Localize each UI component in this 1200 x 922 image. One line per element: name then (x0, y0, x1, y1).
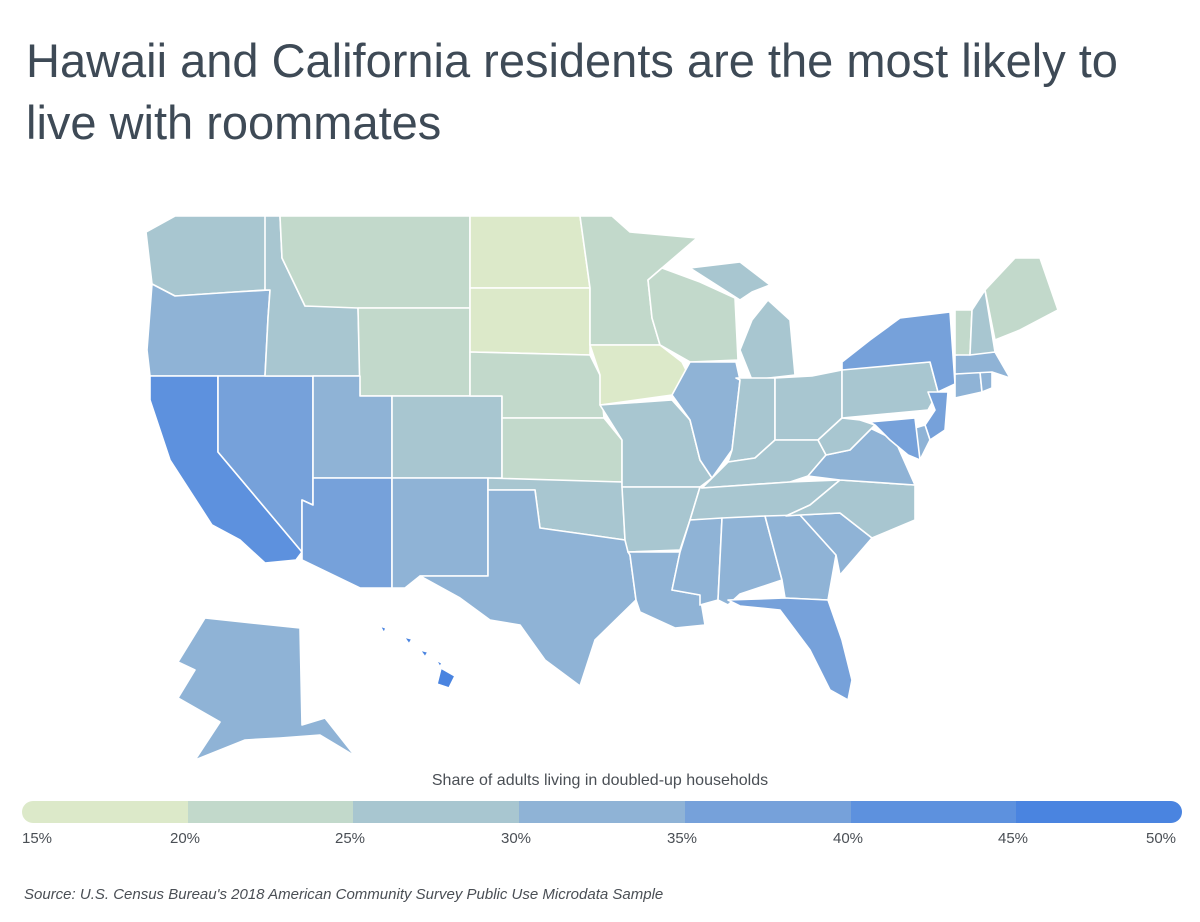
state-texas[interactable] (419, 489, 637, 687)
state-kansas[interactable] (501, 417, 623, 483)
legend-bin-15-20 (22, 801, 188, 823)
state-north-carolina[interactable] (785, 479, 916, 539)
state-connecticut[interactable] (954, 371, 983, 399)
legend-bin-25-30 (353, 801, 520, 823)
state-rhode-island[interactable] (979, 371, 993, 393)
state-maryland[interactable] (869, 417, 921, 461)
state-arizona[interactable] (301, 477, 393, 589)
legend-bin-40-45 (850, 801, 1017, 823)
state-washington[interactable] (145, 215, 271, 297)
state-alaska[interactable] (177, 617, 356, 761)
state-michigan[interactable] (689, 261, 796, 381)
legend-ticks: 15% 20% 25% 30% 35% 40% 45% 50% (0, 830, 1200, 850)
legend-tick: 20% (170, 830, 201, 847)
legend-tick: 15% (22, 830, 53, 847)
source-note: Source: U.S. Census Bureau's 2018 Americ… (24, 886, 664, 903)
legend-tick: 30% (501, 830, 532, 847)
state-florida[interactable] (727, 597, 853, 701)
legend-bin-20-25 (187, 801, 354, 823)
legend-tick: 40% (833, 830, 864, 847)
state-hawaii[interactable] (379, 625, 456, 689)
state-maine[interactable] (984, 257, 1059, 341)
legend-bin-35-40 (684, 801, 851, 823)
legend-bin-30-35 (519, 801, 685, 823)
state-oregon[interactable] (146, 283, 271, 377)
legend-tick: 25% (335, 830, 366, 847)
legend-color-bar (22, 801, 1182, 823)
state-montana[interactable] (279, 215, 471, 309)
state-south-dakota[interactable] (469, 287, 591, 356)
page-title: Hawaii and California residents are the … (26, 34, 1118, 149)
state-wyoming[interactable] (357, 307, 471, 397)
state-pennsylvania[interactable] (841, 361, 939, 419)
state-new-hampshire[interactable] (969, 289, 996, 356)
legend-tick: 50% (1146, 830, 1177, 847)
legend-tick: 35% (667, 830, 698, 847)
state-colorado[interactable] (391, 395, 503, 479)
state-new-mexico[interactable] (391, 477, 489, 589)
legend-title: Share of adults living in doubled-up hou… (431, 772, 769, 789)
state-north-dakota[interactable] (469, 215, 591, 289)
legend-bin-45-50 (1016, 801, 1182, 823)
legend-tick: 45% (998, 830, 1029, 847)
state-vermont[interactable] (954, 309, 973, 356)
